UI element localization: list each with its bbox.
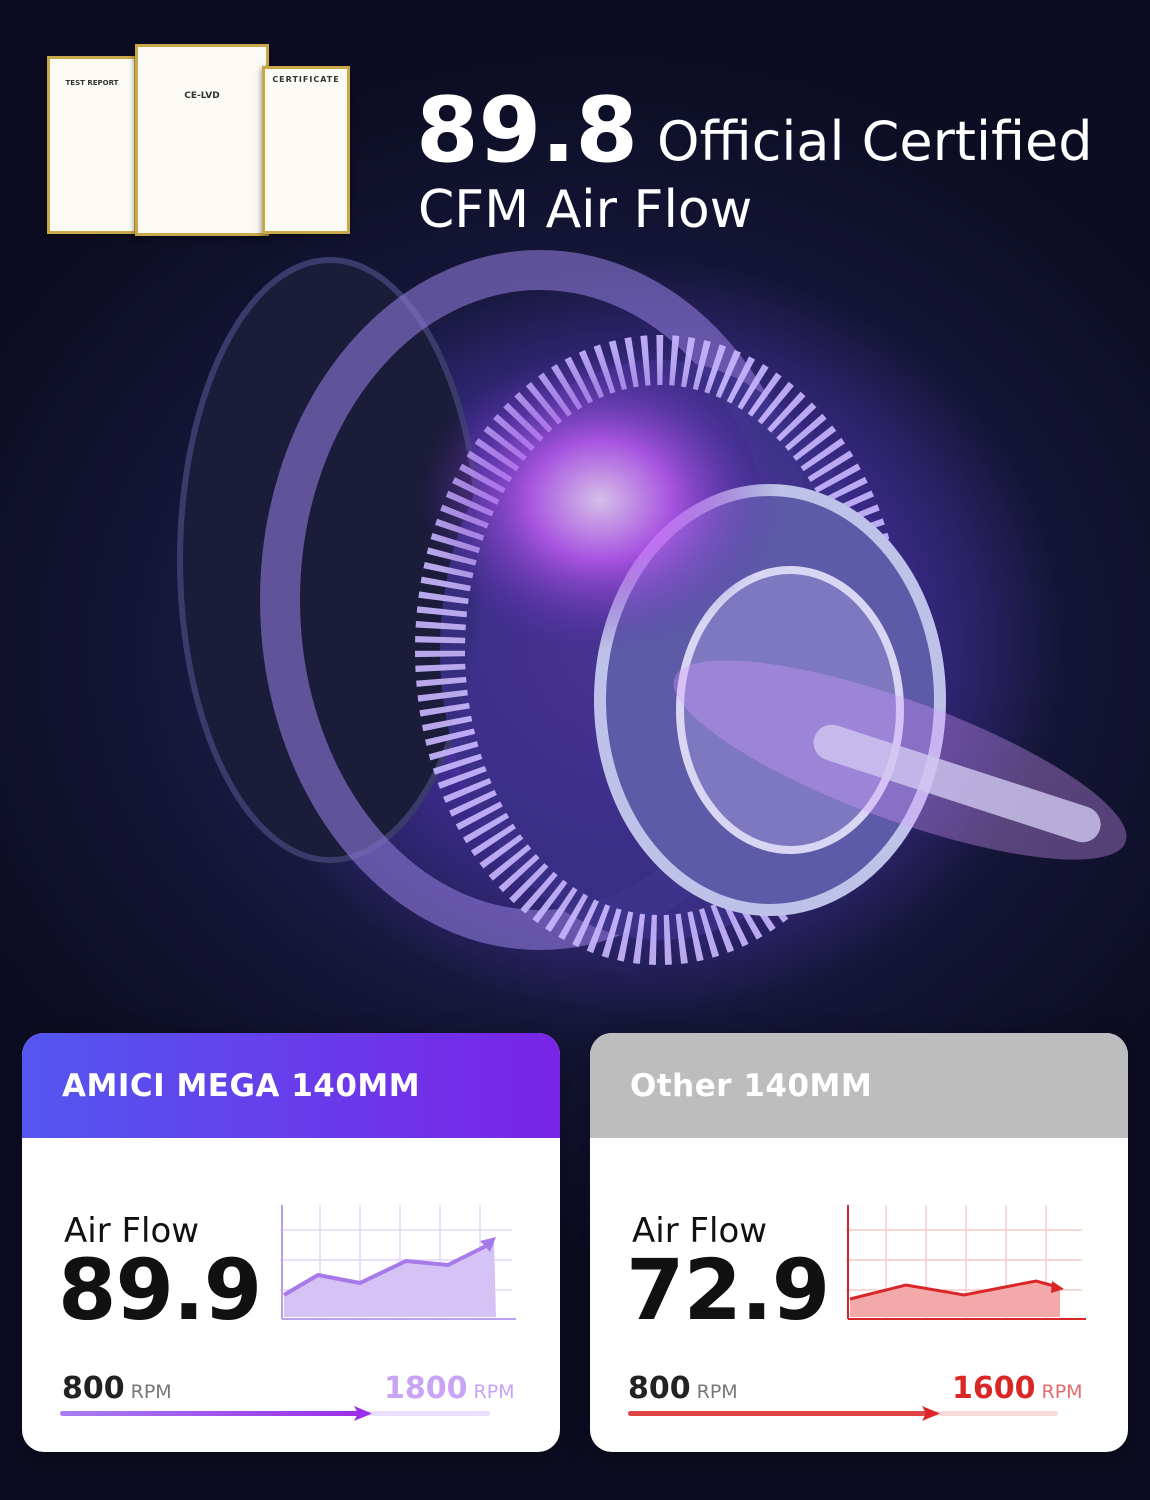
- comparison-card: AMICI MEGA 140MM Air Flow 89.9 800 RPM 18…: [22, 1033, 560, 1452]
- rpm-value: 1800: [384, 1371, 468, 1406]
- rpm-slider: [628, 1406, 1058, 1421]
- rpm-slider: [60, 1406, 490, 1421]
- trend-chart: [846, 1205, 1086, 1320]
- metric-value: 72.9: [626, 1241, 830, 1339]
- rpm-unit: RPM: [696, 1381, 738, 1403]
- certificate: CE-LVD: [135, 44, 269, 236]
- rpm-value: 1600: [952, 1371, 1036, 1406]
- metric-label: Air Flow: [632, 1211, 768, 1251]
- trend-chart: [280, 1205, 516, 1320]
- comparison-card: Other 140MM Air Flow 72.9 800 RPM 1600 RPM: [590, 1033, 1128, 1452]
- rpm-high: 1800 RPM: [384, 1371, 515, 1406]
- metric-value: 89.9: [58, 1241, 262, 1339]
- certificate: CERTIFICATE: [262, 66, 350, 234]
- rpm-unit: RPM: [1041, 1381, 1083, 1403]
- certificate-title: CERTIFICATE: [272, 75, 340, 84]
- rpm-value: 800: [628, 1371, 691, 1406]
- certificate: TEST REPORT: [47, 56, 137, 234]
- motor-illustration: [177, 250, 1127, 965]
- headline-subtext: CFM Air Flow: [418, 180, 753, 240]
- rpm-unit: RPM: [473, 1381, 515, 1403]
- rpm-unit: RPM: [130, 1381, 172, 1403]
- metric-label: Air Flow: [64, 1211, 200, 1251]
- rpm-low: 800 RPM: [628, 1371, 738, 1406]
- rpm-value: 800: [62, 1371, 125, 1406]
- rpm-low: 800 RPM: [62, 1371, 172, 1406]
- headline-text: Official Certified: [657, 110, 1093, 173]
- card-title: AMICI MEGA 140MM: [22, 1033, 560, 1138]
- card-title: Other 140MM: [590, 1033, 1128, 1138]
- rpm-high: 1600 RPM: [952, 1371, 1083, 1406]
- certificate-title: TEST REPORT: [65, 79, 119, 87]
- certificate-title: CE-LVD: [184, 91, 220, 101]
- headline-value: 89.8: [416, 78, 639, 183]
